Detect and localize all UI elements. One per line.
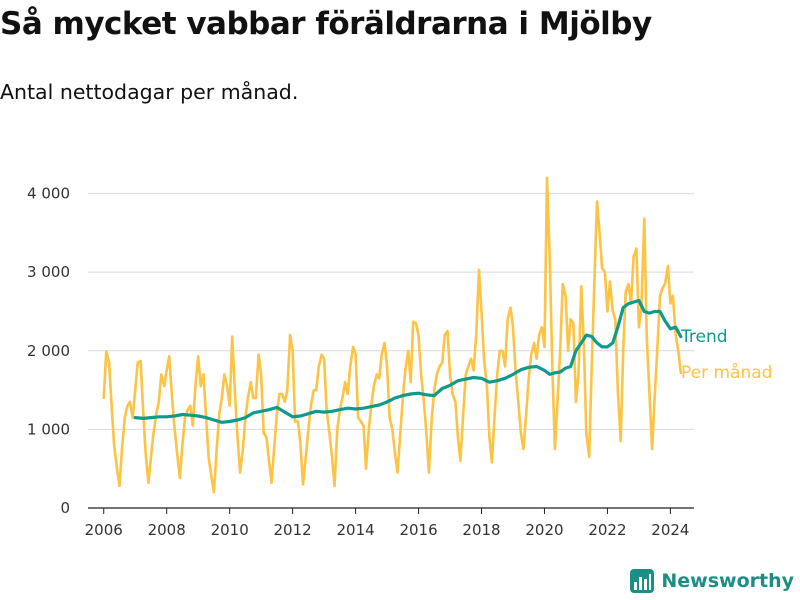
series-label-trend: Trend (680, 327, 728, 347)
x-tick-label: 2016 (399, 521, 437, 539)
series-label-per-month: Per månad (681, 362, 772, 383)
x-tick-label: 2024 (651, 521, 689, 539)
y-tick-label: 3 000 (27, 263, 70, 281)
bar-chart-logo-icon (630, 569, 655, 593)
x-tick-label: 2014 (336, 521, 374, 539)
y-tick-label: 1 000 (27, 420, 70, 438)
grid-lines (88, 193, 694, 430)
brand-logo: Newsworthy (629, 568, 794, 594)
axes: 0 1 000 2 000 3 000 4 000 2006 2008 2010 2012 201… (27, 185, 694, 539)
chart-subtitle: Antal nettodagar per månad. (0, 80, 299, 104)
x-tick-label: 2018 (462, 521, 500, 539)
brand-name: Newsworthy (661, 570, 794, 592)
x-tick-label: 2006 (85, 521, 123, 539)
x-tick-label: 2022 (588, 521, 626, 539)
y-tick-label: 2 000 (27, 342, 70, 360)
x-tick-label: 2010 (211, 521, 249, 539)
chart-title: Så mycket vabbar föräldrarna i Mjölby (0, 6, 652, 42)
x-tick-label: 2020 (525, 521, 563, 539)
series-line-per-month (102, 176, 683, 494)
x-tick-label: 2008 (148, 521, 186, 539)
x-tick-label: 2012 (274, 521, 312, 539)
y-tick-label: 0 (60, 499, 70, 517)
series-lines (102, 176, 683, 494)
series-line-trend (133, 298, 683, 424)
y-tick-label: 4 000 (27, 185, 70, 203)
